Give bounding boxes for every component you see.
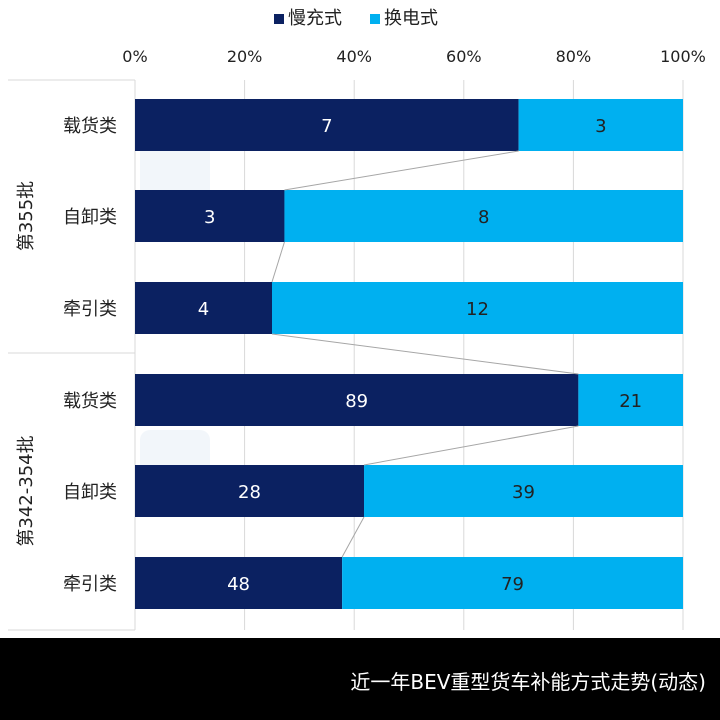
category-label: 自卸类	[63, 482, 117, 503]
data-label-swap: 3	[595, 116, 606, 137]
bar-slow-charge	[135, 282, 272, 334]
legend-swatch-2	[370, 14, 380, 24]
series-connector-line	[363, 425, 579, 466]
category-label: 牵引类	[63, 574, 117, 595]
legend-label-1: 慢充式	[288, 8, 342, 29]
x-tick-label-1: 0%	[122, 47, 147, 66]
caption-bar: 近一年BEV重型货车补能方式走势(动态)	[0, 638, 720, 720]
category-label: 载货类	[63, 116, 117, 137]
data-label-swap: 79	[501, 574, 524, 595]
bar-battery-swap	[284, 190, 683, 242]
data-label-slow: 7	[321, 116, 332, 137]
bar-slow-charge	[135, 557, 343, 609]
bar-slow-charge	[135, 99, 519, 151]
category-label: 自卸类	[63, 207, 117, 228]
x-tick-label-6: 100%	[660, 47, 706, 66]
legend-label-2: 换电式	[384, 8, 438, 29]
series-connector-line	[271, 241, 285, 283]
bar-battery-swap	[578, 374, 683, 426]
category-label: 牵引类	[63, 299, 117, 320]
data-label-swap: 8	[478, 207, 489, 228]
bar-slow-charge	[135, 374, 579, 426]
series-connector-line	[284, 150, 519, 191]
x-tick-label-5: 80%	[556, 47, 592, 66]
bar-battery-swap	[272, 282, 683, 334]
data-label-swap: 12	[466, 299, 489, 320]
bar-slow-charge	[135, 465, 365, 517]
bar-battery-swap	[342, 557, 683, 609]
data-label-slow: 89	[345, 391, 368, 412]
chart-caption: 近一年BEV重型货车补能方式走势(动态)	[350, 670, 706, 694]
group-label-2: 第342-354批	[16, 435, 37, 546]
bar-battery-swap	[518, 99, 683, 151]
data-label-swap: 39	[512, 482, 535, 503]
x-tick-label-3: 40%	[336, 47, 372, 66]
category-label: 载货类	[63, 391, 117, 412]
series-connector-line	[341, 516, 365, 558]
legend-swatch-1	[274, 14, 284, 24]
data-label-swap: 21	[619, 391, 642, 412]
data-label-slow: 4	[198, 299, 209, 320]
bar-slow-charge	[135, 190, 285, 242]
x-tick-label-4: 60%	[446, 47, 482, 66]
data-label-slow: 28	[238, 482, 261, 503]
bar-battery-swap	[364, 465, 683, 517]
data-label-slow: 3	[204, 207, 215, 228]
data-label-slow: 48	[227, 574, 250, 595]
series-connector-line	[271, 333, 579, 375]
group-label-1: 第355批	[16, 181, 37, 251]
x-tick-label-2: 20%	[227, 47, 263, 66]
